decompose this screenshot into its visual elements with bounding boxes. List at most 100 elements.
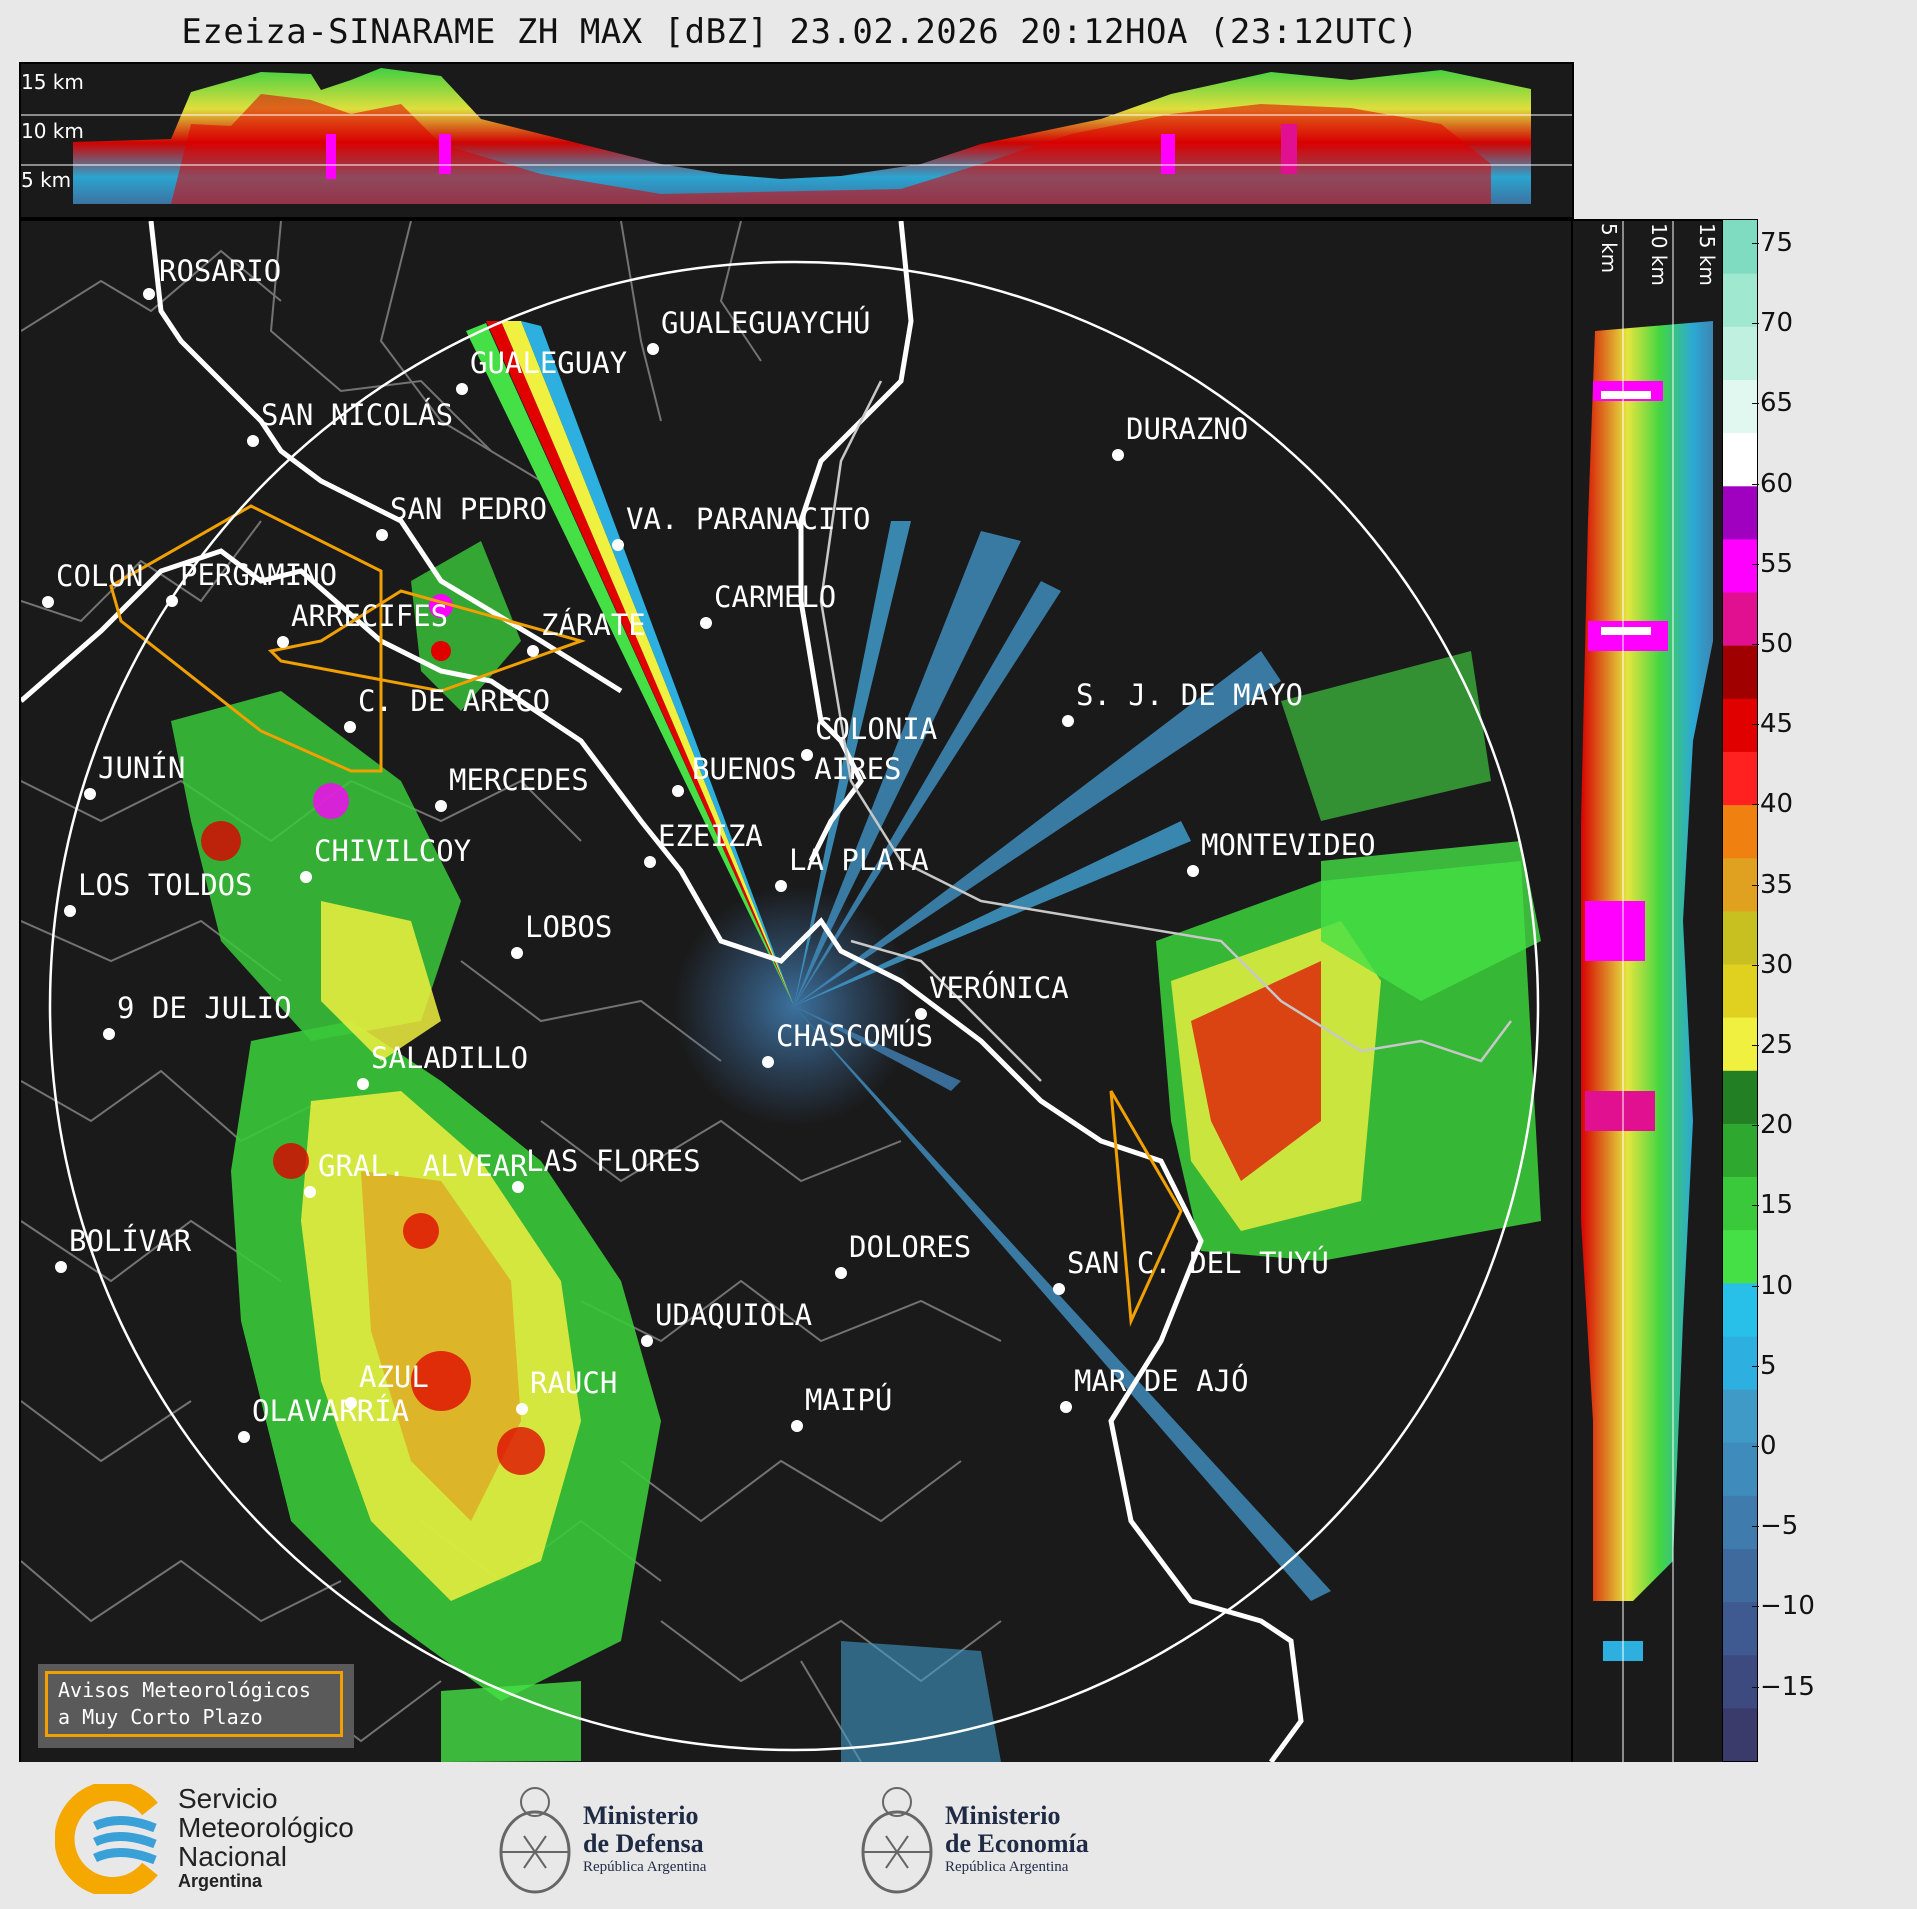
smn-line4: Argentina xyxy=(178,1871,263,1891)
colorbar-swatch xyxy=(1723,1229,1757,1284)
defensa-emblem-icon xyxy=(499,1787,571,1894)
city-marker xyxy=(345,1397,357,1409)
city-marker xyxy=(612,539,624,551)
city-label: JUNÍN xyxy=(98,751,185,785)
city-label: RAUCH xyxy=(530,1366,617,1400)
city-marker xyxy=(238,1431,250,1443)
colorbar-swatch xyxy=(1723,1601,1757,1656)
city-marker xyxy=(435,800,447,812)
defensa-line2: de Defensa xyxy=(583,1829,704,1858)
cb-tick: −10 xyxy=(1752,1591,1815,1621)
notice-line2: a Muy Corto Plazo xyxy=(58,1705,263,1729)
city-label: ARRECIFES xyxy=(291,599,448,633)
city-marker xyxy=(1062,715,1074,727)
city-marker xyxy=(166,595,178,607)
dbz-colorbar xyxy=(1722,219,1758,1762)
city-label: CARMELO xyxy=(714,580,836,614)
cb-tick: 15 xyxy=(1751,1190,1794,1220)
city-label: BOLÍVAR xyxy=(69,1224,192,1258)
city-marker xyxy=(1060,1401,1072,1413)
colorbar-swatch xyxy=(1723,1335,1757,1390)
height-label-15km: 15 km xyxy=(21,70,84,94)
colorbar-swatch xyxy=(1723,698,1757,752)
city-marker xyxy=(791,1420,803,1432)
city-marker xyxy=(516,1403,528,1415)
city-marker xyxy=(641,1335,653,1347)
height-label-5km-right: 5 km xyxy=(1597,223,1621,274)
cb-tick: 70 xyxy=(1751,308,1794,338)
warning-polygons xyxy=(109,504,1183,1327)
city-label: CHIVILCOY xyxy=(314,834,471,868)
city-label: PERGAMINO xyxy=(180,558,337,592)
notice-line1: Avisos Meteorológicos xyxy=(58,1678,311,1702)
city-marker xyxy=(511,947,523,959)
colorbar-swatch xyxy=(1723,1017,1757,1071)
defensa-line3: República Argentina xyxy=(583,1859,707,1875)
radar-map: ROSARIO GUALEGUAYCHÚ GUALEGUAY SAN NICOLÁS D… xyxy=(19,219,1574,1764)
city-marker xyxy=(42,596,54,608)
city-marker xyxy=(277,636,289,648)
height-label-10km: 10 km xyxy=(21,119,84,143)
cb-tick: 50 xyxy=(1751,629,1794,659)
cb-tick: −5 xyxy=(1751,1511,1799,1541)
colorbar-swatch xyxy=(1723,379,1757,434)
city-label: SALADILLO xyxy=(371,1041,528,1075)
colorbar-swatch xyxy=(1723,1495,1757,1549)
top-profile-echo xyxy=(21,68,1572,204)
city-label: BUENOS AIRES xyxy=(692,752,902,786)
city-marker xyxy=(512,1181,524,1193)
colorbar-swatch xyxy=(1723,485,1757,540)
radar-map-canvas: ROSARIO GUALEGUAYCHÚ GUALEGUAY SAN NICOLÁS D… xyxy=(21,221,1541,1762)
economia-line2: de Economía xyxy=(945,1829,1089,1858)
height-label-15km-right: 15 km xyxy=(1695,223,1719,286)
city-marker xyxy=(775,880,787,892)
colorbar-swatches xyxy=(1723,220,1757,1761)
city-label: MONTEVIDEO xyxy=(1201,828,1376,862)
city-marker xyxy=(376,529,388,541)
city-marker xyxy=(55,1261,67,1273)
city-label: EZEIZA xyxy=(658,819,763,853)
city-label: COLONIA xyxy=(815,712,937,746)
colorbar-swatch xyxy=(1723,645,1757,699)
city-label: C. DE ARECO xyxy=(358,684,550,718)
colorbar-swatch xyxy=(1723,1389,1757,1443)
city-label: AZUL xyxy=(359,1360,429,1394)
colorbar-swatch xyxy=(1723,592,1757,646)
colorbar-swatch xyxy=(1723,1282,1757,1337)
colorbar-swatch xyxy=(1723,432,1757,487)
city-label: GRAL. ALVEAR xyxy=(318,1149,528,1183)
coastline-secondary xyxy=(819,380,1512,1082)
cb-tick: 20 xyxy=(1751,1110,1794,1140)
city-label: MAIPÚ xyxy=(805,1383,892,1417)
economia-line3: República Argentina xyxy=(945,1859,1069,1875)
cb-tick: 25 xyxy=(1751,1030,1794,1060)
cb-tick: 55 xyxy=(1751,549,1794,579)
city-marker xyxy=(647,343,659,355)
radar-echoes xyxy=(171,321,1541,1762)
city-marker xyxy=(84,788,96,800)
right-profile-echo xyxy=(1581,221,1713,1762)
city-label: S. J. DE MAYO xyxy=(1076,678,1303,712)
city-label: LOS TOLDOS xyxy=(78,868,253,902)
city-marker xyxy=(300,871,312,883)
defensa-line1: Ministerio xyxy=(583,1801,699,1830)
city-label: UDAQUIOLA xyxy=(655,1298,812,1332)
colorbar-swatch xyxy=(1723,1070,1757,1124)
colorbar-swatch xyxy=(1723,1123,1757,1177)
coastline xyxy=(21,221,1304,1762)
city-label: OLAVARRÍA xyxy=(252,1394,409,1428)
city-marker xyxy=(456,383,468,395)
city-marker xyxy=(835,1267,847,1279)
colorbar-swatch xyxy=(1723,326,1757,380)
admin-boundaries xyxy=(21,221,1002,1762)
city-marker xyxy=(527,645,539,657)
cb-tick: 0 xyxy=(1752,1431,1777,1461)
smn-line1: Servicio xyxy=(178,1783,278,1814)
city-marker xyxy=(143,288,155,300)
colorbar-swatch xyxy=(1723,1442,1757,1496)
colorbar-swatch xyxy=(1723,910,1757,965)
colorbar-swatch xyxy=(1723,273,1757,327)
smn-line3: Nacional xyxy=(178,1841,287,1872)
warning-notice-box: Avisos Meteorológicos a Muy Corto Plazo xyxy=(38,1664,354,1748)
city-marker xyxy=(1187,865,1199,877)
